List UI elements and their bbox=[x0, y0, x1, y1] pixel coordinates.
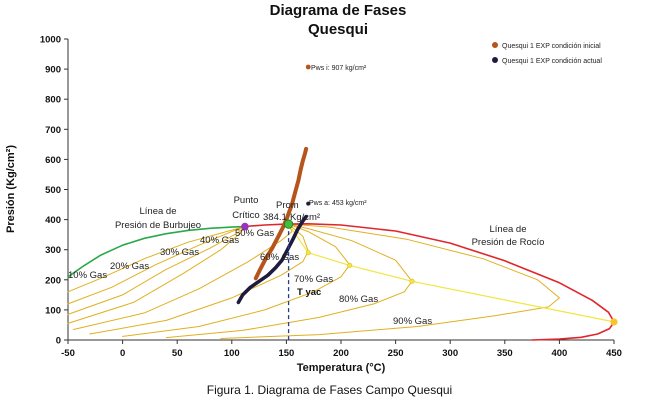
figure-caption: Figura 1. Diagrama de Fases Campo Quesqu… bbox=[206, 383, 453, 397]
x-tick-label-6: 250 bbox=[388, 348, 404, 359]
gas-label-80: 80% Gas bbox=[339, 294, 378, 305]
point-average bbox=[283, 219, 294, 229]
series-bubble-0 bbox=[67, 225, 246, 278]
quality-marker-2 bbox=[409, 278, 415, 284]
y-tick-label-8: 800 bbox=[45, 95, 61, 106]
gas-label-40: 40% Gas bbox=[200, 235, 239, 246]
legend-marker-current bbox=[492, 57, 498, 63]
point-endpoint bbox=[610, 318, 618, 326]
gas-label-50: 50% Gas bbox=[235, 228, 274, 239]
series-quality-5 bbox=[67, 226, 246, 315]
y-tick-label-0: 0 bbox=[56, 336, 61, 347]
y-tick-label-9: 900 bbox=[45, 65, 61, 76]
critical-pressure-units: Kg/cm² bbox=[290, 212, 320, 223]
chart-title: Diagrama de Fases bbox=[270, 2, 407, 19]
x-tick-label-7: 300 bbox=[442, 348, 458, 359]
y-tick-label-10: 1000 bbox=[40, 35, 61, 46]
critical-point-label-2: Crítico bbox=[232, 210, 259, 221]
x-tick-label-8: 350 bbox=[497, 348, 513, 359]
x-axis-label: Temperatura (°C) bbox=[297, 362, 386, 374]
x-tick-label-3: 100 bbox=[224, 348, 240, 359]
series-path-initial-12 bbox=[253, 146, 309, 281]
critical-point-label-1: Punto bbox=[234, 195, 259, 206]
critical-pressure-value: 384.1 bbox=[263, 212, 287, 223]
prom-label: Prom bbox=[276, 200, 299, 211]
plot-area: -50 0 50 100 150 200 250 300 350 400 4500100200300… bbox=[40, 35, 622, 360]
legend-label-initial: Quesqui 1 EXP condición inicial bbox=[502, 43, 601, 50]
pws-current-label: Pws a: 453 kg/cm² bbox=[309, 200, 367, 207]
series-quality-9 bbox=[122, 223, 351, 337]
pws-initial-label: Pws i: 907 kg/cm² bbox=[311, 65, 367, 72]
tyac-label: T yac bbox=[297, 287, 321, 298]
series-quality-8 bbox=[89, 223, 309, 335]
series-quality-10 bbox=[165, 223, 413, 339]
bubble-line-label-1: Línea de bbox=[140, 206, 177, 217]
y-axis-label: Presión (Kg/cm²) bbox=[5, 145, 17, 233]
quality-marker-0 bbox=[305, 250, 311, 256]
dew-line-label-2: Presión de Rocío bbox=[472, 237, 545, 248]
x-tick-label-5: 200 bbox=[333, 348, 349, 359]
gas-label-70: 70% Gas bbox=[294, 274, 333, 285]
gas-label-60: 60% Gas bbox=[260, 252, 299, 263]
x-tick-label-4: 150 bbox=[278, 348, 294, 359]
y-tick-label-1: 100 bbox=[45, 305, 61, 316]
y-tick-label-2: 200 bbox=[45, 275, 61, 286]
series-quality-11 bbox=[220, 223, 560, 339]
point-critical bbox=[241, 222, 249, 231]
chart-subtitle: Quesqui bbox=[308, 21, 368, 38]
y-tick-label-4: 400 bbox=[45, 215, 61, 226]
legend-label-current: Quesqui 1 EXP condición actual bbox=[502, 58, 602, 65]
series-quality-4 bbox=[67, 226, 246, 305]
x-tick-label-1: 0 bbox=[120, 348, 125, 359]
bubble-line-label-2: Presión de Burbujeo bbox=[115, 220, 201, 231]
series-path-current-13 bbox=[236, 214, 308, 305]
series-quality-line-2 bbox=[288, 223, 615, 323]
gas-label-20: 20% Gas bbox=[110, 261, 149, 272]
point-pws-current bbox=[306, 201, 311, 206]
gas-label-30: 30% Gas bbox=[160, 247, 199, 258]
x-tick-label-2: 50 bbox=[172, 348, 183, 359]
y-tick-label-6: 600 bbox=[45, 155, 61, 166]
gas-label-10: 10% Gas bbox=[68, 270, 107, 281]
y-tick-label-3: 300 bbox=[45, 245, 61, 256]
point-pws-initial bbox=[305, 64, 311, 70]
series-quality-6 bbox=[67, 226, 246, 324]
x-tick-label-0: -50 bbox=[61, 348, 75, 359]
y-tick-label-5: 500 bbox=[45, 185, 61, 196]
quality-marker-1 bbox=[347, 262, 353, 268]
phase-diagram-chart: Diagrama de Fases Quesqui -50 0 50 100 150 20… bbox=[5, 2, 622, 374]
y-tick-label-7: 700 bbox=[45, 125, 61, 136]
x-tick-label-9: 400 bbox=[551, 348, 567, 359]
series-quality-3 bbox=[67, 226, 246, 293]
x-tick-label-10: 450 bbox=[606, 348, 622, 359]
series-quality-7 bbox=[73, 223, 293, 330]
dew-line-label-1: Línea de bbox=[490, 224, 527, 235]
gas-label-90: 90% Gas bbox=[393, 316, 432, 327]
legend-marker-initial bbox=[492, 42, 498, 48]
